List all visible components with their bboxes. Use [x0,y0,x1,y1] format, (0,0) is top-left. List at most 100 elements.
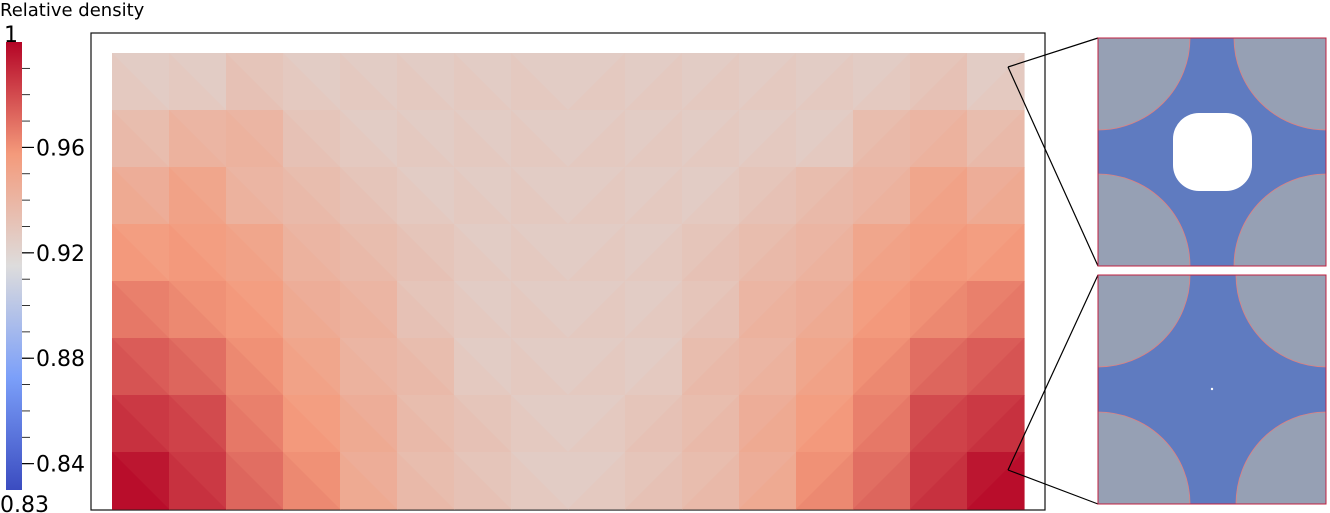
field-cell-triangle [739,167,796,224]
unit-cell-top [1097,37,1327,267]
field-cell-triangle [226,53,283,110]
field-cell-triangle [454,395,511,452]
field-cell-triangle [226,395,283,452]
colorbar-tick-label: 0.88 [36,347,85,372]
field-cell-triangle [853,53,910,110]
field-cell-triangle [226,452,283,509]
field-cell-triangle [283,281,340,338]
field-cell-triangle [340,338,397,395]
field-cell-triangle [739,110,796,167]
unit-cell-top-inclusion-bl [1097,173,1191,267]
connector-top-lower [1007,66,1099,267]
field-cell-triangle [967,395,1024,452]
unit-cell-bottom-inclusion-tl [1097,274,1191,368]
field-cell-triangle [739,452,796,509]
field-cell-triangle [169,338,226,395]
connector-top-upper [1007,37,1099,68]
field-cell-triangle [511,281,568,338]
field-cell-triangle [796,110,853,167]
field-cell-triangle [112,167,169,224]
field-cell-triangle [454,281,511,338]
field-cell-triangle [910,224,967,281]
field-cell-triangle [511,53,568,110]
field-cell-triangle [283,395,340,452]
colorbar-tick-label: 0.84 [36,453,85,478]
field-cell-triangle [340,53,397,110]
field-cell-triangle [625,338,682,395]
field-cell-triangle [682,53,739,110]
field-cell-triangle [226,224,283,281]
field-cell-triangle [853,110,910,167]
field-cell-triangle [511,110,568,167]
field-cell-triangle [340,110,397,167]
field-cell-triangle [283,167,340,224]
field-cell-triangle [853,224,910,281]
field-cell-triangle [112,224,169,281]
unit-cell-top-pore [1173,113,1252,191]
field-cell-triangle [283,338,340,395]
field-cell-triangle [454,167,511,224]
field-cell-triangle [682,110,739,167]
field-cell-triangle [682,338,739,395]
field-cell-triangle [682,395,739,452]
field-cell-triangle [283,53,340,110]
unit-cell-bottom-inclusion-br [1235,411,1327,505]
field-cell-triangle [397,167,454,224]
unit-cell-bottom-inclusion-bl [1097,411,1191,505]
field-cell-triangle [397,281,454,338]
field-cell-triangle [625,395,682,452]
colorbar-major-ticks: 0.96 0.92 0.88 0.84 [22,136,85,478]
field-cell-triangle [967,110,1024,167]
field-cell-triangle [454,338,511,395]
field-cell-triangle [511,338,568,395]
field-cell-triangle [796,167,853,224]
field-cell-triangle [853,338,910,395]
field-cell-triangle [511,395,568,452]
field-cell-triangle [568,110,625,167]
density-field [90,32,1046,511]
field-cell-triangle [796,452,853,509]
field-cell-triangle [739,281,796,338]
unit-cell-bottom-border [1097,274,1327,505]
field-cell-triangle [340,224,397,281]
field-cell-triangle [625,110,682,167]
colorbar-tick-label: 0.92 [36,242,85,267]
field-cell-triangle [169,167,226,224]
field-cell-triangle [397,338,454,395]
field-cell-triangle [568,452,625,509]
connector-bottom-upper [1007,274,1099,471]
colorbar-bar [6,42,22,490]
field-cell-triangle [682,281,739,338]
field-cell-triangle [853,395,910,452]
field-cell-triangle [739,224,796,281]
field-cell-triangle [397,395,454,452]
field-cell-triangle [511,452,568,509]
field-cell-triangle [454,53,511,110]
unit-cell-top-border [1097,37,1327,267]
field-cell-triangle [397,452,454,509]
field-cell-triangle [682,224,739,281]
field-cell-triangle [568,53,625,110]
colorbar-min-label: 0.83 [0,493,49,513]
field-cell-triangle [226,281,283,338]
field-cell-triangle [568,224,625,281]
field-cell-triangle [397,110,454,167]
field-cell-triangle [568,395,625,452]
field-cell-triangle [910,281,967,338]
field-cell-triangle [910,452,967,509]
colorbar-tick-label: 0.96 [36,136,85,161]
field-cell-triangle [967,338,1024,395]
unit-cell-top-inclusion-tr [1233,37,1327,131]
field-cell-triangle [226,167,283,224]
field-cell-triangle [169,452,226,509]
unit-cell-bottom [1097,274,1327,505]
field-cell-triangle [511,167,568,224]
field-cell-triangle [625,452,682,509]
field-cell-triangle [796,53,853,110]
colorbar-title: Relative density [0,0,145,21]
field-cell-triangle [169,224,226,281]
unit-cell-bottom-pore-dot [1210,387,1214,391]
field-cell-triangle [283,110,340,167]
field-cell-triangle [568,338,625,395]
unit-cell-top-inclusion-tl [1097,37,1191,131]
